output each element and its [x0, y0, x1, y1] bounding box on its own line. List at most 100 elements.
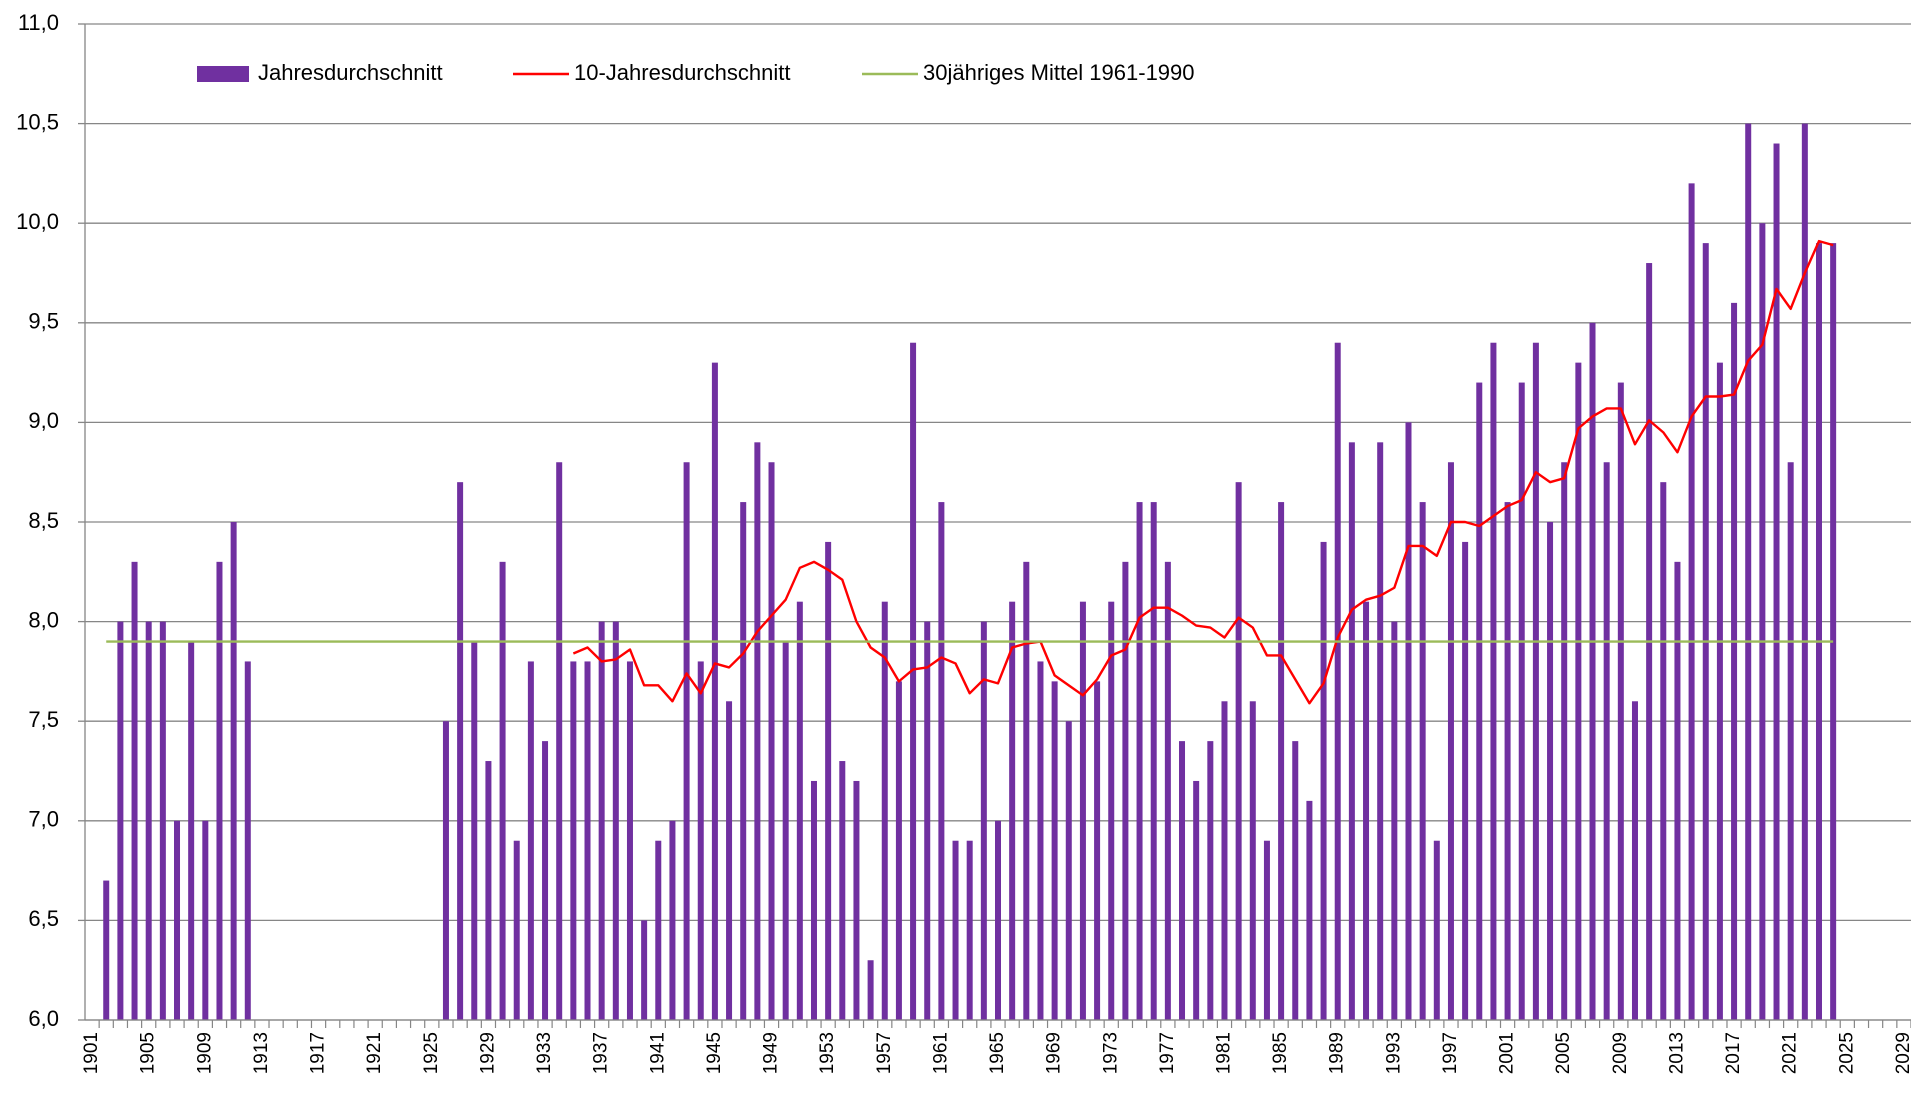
bar	[1447, 462, 1454, 1020]
bar	[485, 761, 492, 1020]
bar	[1164, 561, 1171, 1020]
bar	[1108, 601, 1115, 1020]
bar	[542, 741, 549, 1020]
bar	[1476, 382, 1483, 1020]
bar	[1773, 143, 1780, 1020]
bar	[1561, 462, 1568, 1020]
y-tick-label: 10,5	[16, 109, 59, 134]
legend-label: Jahresdurchschnitt	[258, 60, 443, 85]
bar	[1745, 123, 1752, 1021]
bar	[683, 462, 690, 1020]
y-tick-label: 8,0	[28, 607, 59, 632]
legend-swatch	[197, 66, 249, 82]
bar	[881, 601, 888, 1020]
y-tick-label: 9,0	[28, 408, 59, 433]
bar	[1631, 701, 1638, 1020]
bar	[1278, 502, 1285, 1021]
x-tick-label: 1921	[364, 1032, 385, 1074]
x-tick-label: 1901	[81, 1032, 102, 1074]
bar	[1787, 462, 1794, 1020]
legend-label: 30jähriges Mittel 1961-1990	[923, 60, 1195, 85]
bar	[570, 661, 577, 1020]
bar	[754, 442, 761, 1020]
bar	[1716, 362, 1723, 1020]
bar	[1702, 243, 1709, 1020]
y-tick-label: 9,5	[28, 309, 59, 334]
x-tick-label: 1957	[874, 1032, 895, 1074]
x-tick-label: 1937	[591, 1032, 612, 1074]
y-tick-label: 6,5	[28, 906, 59, 931]
x-tick-label: 1993	[1383, 1032, 1404, 1074]
x-tick-label: 1989	[1327, 1032, 1348, 1074]
bar	[853, 780, 860, 1020]
x-tick-label: 1997	[1440, 1032, 1461, 1074]
x-tick-label: 1913	[251, 1032, 272, 1074]
bar	[1830, 243, 1837, 1020]
bar	[867, 960, 874, 1020]
x-tick-label: 1973	[1100, 1032, 1121, 1074]
x-tick-label: 2013	[1666, 1032, 1687, 1074]
y-tick-label: 8,5	[28, 508, 59, 533]
bar	[626, 661, 633, 1020]
bar	[1377, 442, 1384, 1020]
x-tick-label: 2021	[1780, 1032, 1801, 1074]
bar	[202, 820, 209, 1020]
bar	[1575, 362, 1582, 1020]
bar	[1660, 482, 1667, 1020]
bar	[1221, 701, 1228, 1020]
x-tick-label: 2009	[1610, 1032, 1631, 1074]
bar	[499, 561, 506, 1020]
x-tick-label: 1949	[761, 1032, 782, 1074]
x-tick-label: 1981	[1213, 1032, 1234, 1074]
bar	[1306, 800, 1313, 1020]
bar	[188, 641, 195, 1020]
bar	[1150, 502, 1157, 1021]
bar	[117, 621, 124, 1020]
bar	[1688, 183, 1695, 1021]
bar	[740, 502, 747, 1021]
bar	[1037, 661, 1044, 1020]
bar	[1433, 840, 1440, 1020]
bar	[1207, 741, 1214, 1020]
bar	[782, 641, 789, 1020]
x-tick-label: 2025	[1836, 1032, 1857, 1074]
x-tick-label: 1977	[1157, 1032, 1178, 1074]
bar	[1532, 342, 1539, 1021]
x-tick-label: 1953	[817, 1032, 838, 1074]
bar	[726, 701, 733, 1020]
bar	[1193, 780, 1200, 1020]
bar	[1179, 741, 1186, 1020]
bar	[1094, 681, 1101, 1020]
bar	[174, 820, 181, 1020]
y-tick-label: 11,0	[18, 10, 59, 35]
x-tick-label: 1965	[987, 1032, 1008, 1074]
bar	[1292, 741, 1299, 1020]
bar	[1617, 382, 1624, 1020]
bar	[810, 780, 817, 1020]
bar	[230, 522, 237, 1020]
bar	[1490, 342, 1497, 1021]
bar	[1518, 382, 1525, 1020]
x-tick-label: 1969	[1044, 1032, 1065, 1074]
legend-label: 10-Jahresdurchschnitt	[574, 60, 790, 85]
bar	[556, 462, 563, 1020]
bar	[966, 840, 973, 1020]
bar	[825, 541, 832, 1020]
x-tick-label: 2017	[1723, 1032, 1744, 1074]
x-tick-label: 2005	[1553, 1032, 1574, 1074]
bar	[796, 601, 803, 1020]
y-tick-label: 6,0	[28, 1006, 59, 1031]
bar	[1759, 223, 1766, 1020]
bar	[131, 561, 138, 1020]
bar	[513, 840, 520, 1020]
bar	[1462, 541, 1469, 1020]
x-tick-label: 1961	[930, 1032, 951, 1074]
x-tick-label: 1905	[138, 1032, 159, 1074]
bar	[1235, 482, 1242, 1020]
x-tick-label: 1929	[477, 1032, 498, 1074]
bar	[1334, 342, 1341, 1021]
bar	[655, 840, 662, 1020]
bar	[457, 482, 464, 1020]
